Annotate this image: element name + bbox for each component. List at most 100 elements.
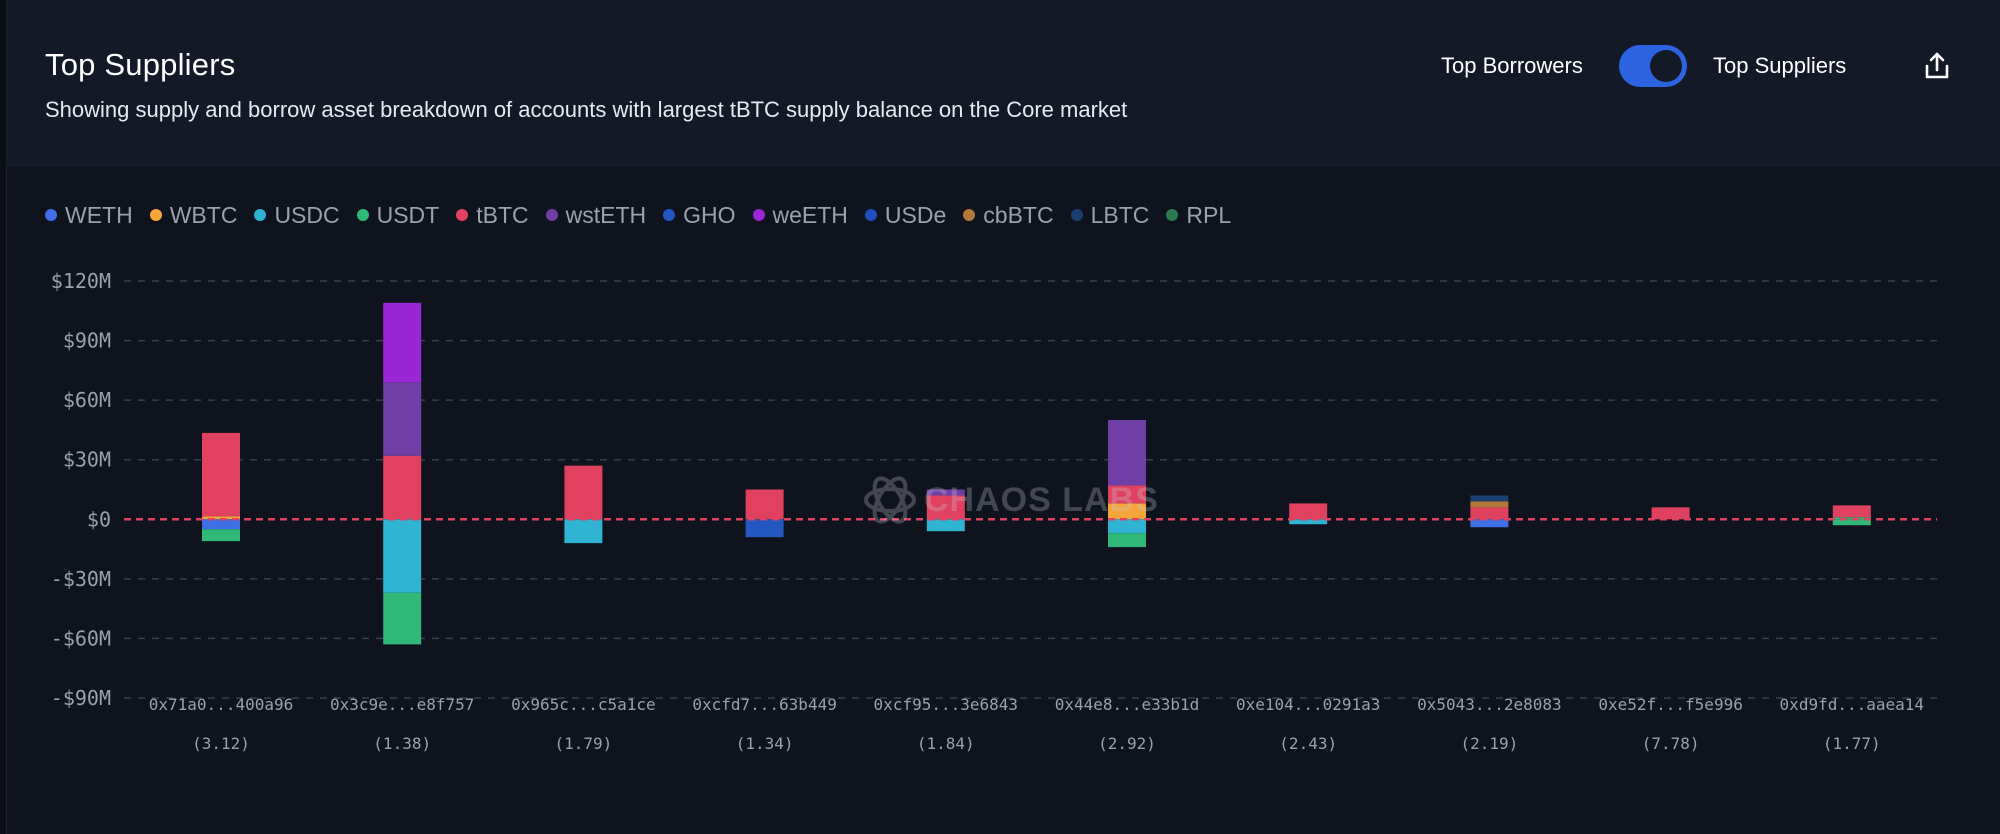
bar-segment-wsteth (1108, 420, 1146, 486)
legend-dot (356, 209, 369, 221)
chaos-labs-logo-icon (864, 476, 916, 524)
legend-dot (545, 209, 558, 221)
bar-segment-wbtc (1108, 503, 1146, 520)
y-tick-label: -$30M (51, 567, 111, 591)
x-category-label: 0xe52f...f5e996 (1598, 695, 1743, 714)
toggle-label-top-suppliers[interactable]: Top Suppliers (1713, 53, 1847, 78)
page-subtitle: Showing supply and borrow asset breakdow… (45, 97, 1128, 122)
bar-segment-usdc (926, 519, 965, 532)
legend-label: wstETH (565, 201, 647, 228)
legend-item-cbbtc[interactable]: cbBTC (963, 201, 1054, 229)
bar-stack-0x44e8...e33b1d (1108, 420, 1146, 548)
legend-item-weeth[interactable]: weETH (752, 202, 848, 229)
x-sublabel: (1.77) (1823, 734, 1881, 753)
legend-dot (663, 209, 676, 221)
bar-segment-usdc (1289, 519, 1328, 525)
bar-segment-usdc (1108, 519, 1146, 534)
y-tick-label: $90M (63, 329, 111, 353)
bar-stack-0xe52f...f5e996 (1651, 507, 1690, 520)
bar-segment-usdc (564, 519, 603, 544)
legend-dot (45, 209, 57, 221)
view-toggle-group: Top Borrowers Top Suppliers (1441, 42, 2000, 90)
legend-item-wsteth[interactable]: wstETH (545, 201, 647, 229)
bar-segment-usdt (1108, 533, 1146, 548)
legend-label: USDe (884, 201, 947, 228)
legend-item-gho[interactable]: GHO (663, 202, 736, 229)
legend-label: USDT (376, 201, 440, 228)
bar-segment-wsteth (383, 382, 422, 456)
x-category-label: 0x5043...2e8083 (1417, 695, 1562, 714)
bar-segment-gho (745, 519, 784, 538)
x-sublabel: (7.78) (1642, 734, 1700, 753)
legend-item-tbtc[interactable]: tBTC (456, 201, 529, 229)
y-tick-label: $120M (51, 269, 111, 293)
bar-stack-0xd9fd...aaea14 (1832, 505, 1871, 526)
bar-segment-tbtc (1289, 503, 1328, 520)
bar-stack-0x5043...2e8083 (1470, 495, 1509, 528)
bar-segment-weeth (383, 302, 422, 383)
legend-item-usdc[interactable]: USDC (254, 201, 340, 229)
bar-stack-0xcf95...3e6843 (926, 489, 965, 532)
bar-segment-tbtc (1832, 505, 1871, 518)
x-sublabel: (1.34) (736, 734, 794, 753)
bar-segment-usdt (1832, 517, 1871, 520)
bar-stack-0x3c9e...e8f757 (383, 302, 422, 645)
chaos-labs-watermark: CHAOS LABS (862, 472, 1159, 528)
legend-dot (864, 209, 877, 221)
legend-label: RPL (1186, 201, 1232, 228)
legend-item-usdt[interactable]: USDT (356, 201, 440, 229)
x-category-label: 0x44e8...e33b1d (1055, 695, 1200, 714)
legend-dot (1070, 209, 1083, 221)
legend-label: cbBTC (983, 201, 1054, 228)
bar-segment-tbtc (1108, 485, 1146, 504)
bar-stack-0xe104...0291a3 (1289, 503, 1328, 525)
legend-label: WBTC (169, 201, 238, 228)
legend-dot (149, 209, 162, 221)
bar-segment-cbbtc (1470, 501, 1509, 508)
x-category-label: 0xe104...0291a3 (1236, 695, 1381, 714)
bar-segment-usdc (383, 519, 422, 593)
legend-item-usde[interactable]: USDe (864, 201, 947, 229)
card-header: Top Suppliers Showing supply and borrow … (7, 0, 2000, 167)
bar-segment-tbtc (383, 455, 422, 520)
x-category-label: 0x3c9e...e8f757 (330, 695, 475, 714)
legend-label: tBTC (476, 201, 529, 228)
page-title: Top Suppliers (45, 47, 236, 82)
y-tick-label: $0 (87, 507, 111, 531)
legend-dot (456, 209, 469, 221)
bar-segment-tbtc (926, 495, 965, 520)
export-button[interactable] (1915, 44, 1959, 88)
x-sublabel: (1.38) (373, 734, 431, 753)
bar-segment-usdt (383, 592, 422, 645)
bar-segment-usdt (202, 529, 240, 542)
bar-segment-wsteth (926, 489, 965, 496)
legend-item-rpl[interactable]: RPL (1166, 202, 1231, 229)
view-toggle-switch[interactable] (1619, 45, 1687, 87)
bar-segment-tbtc (1470, 507, 1509, 520)
legend-label: USDC (274, 201, 340, 228)
bar-segment-tbtc (1651, 507, 1690, 520)
legend-item-weth[interactable]: WETH (45, 202, 133, 229)
x-sublabel: (2.92) (1098, 734, 1156, 753)
legend-item-wbtc[interactable]: WBTC (149, 201, 238, 229)
y-tick-label: $30M (63, 448, 111, 472)
x-sublabel: (1.79) (555, 734, 613, 753)
chart-card: Top Suppliers Showing supply and borrow … (6, 0, 2000, 834)
x-category-label: 0xd9fd...aaea14 (1780, 695, 1925, 714)
bar-stack-0xcfd7...63b449 (745, 489, 784, 538)
x-sublabel: (3.12) (192, 734, 250, 753)
x-sublabel: (2.19) (1461, 734, 1519, 753)
x-category-label: 0xcf95...3e6843 (874, 695, 1019, 714)
legend-dot (752, 209, 765, 221)
bar-segment-wbtc (202, 516, 240, 520)
bar-segment-tbtc (564, 465, 603, 520)
stacked-bar-chart: $120M $90M $60M $30M $0 -$30M -$60M -$90M 0x71a0… (51, 269, 1937, 753)
y-tick-label: -$60M (51, 626, 111, 650)
x-category-label: 0x71a0...400a96 (149, 695, 294, 714)
legend-dot (254, 209, 267, 221)
legend-item-lbtc[interactable]: LBTC (1070, 202, 1149, 229)
x-sublabel: (2.43) (1279, 734, 1337, 753)
y-tick-label: -$90M (51, 686, 111, 710)
x-category-label: 0xcfd7...63b449 (692, 695, 837, 714)
toggle-label-top-borrowers[interactable]: Top Borrowers (1441, 53, 1583, 78)
